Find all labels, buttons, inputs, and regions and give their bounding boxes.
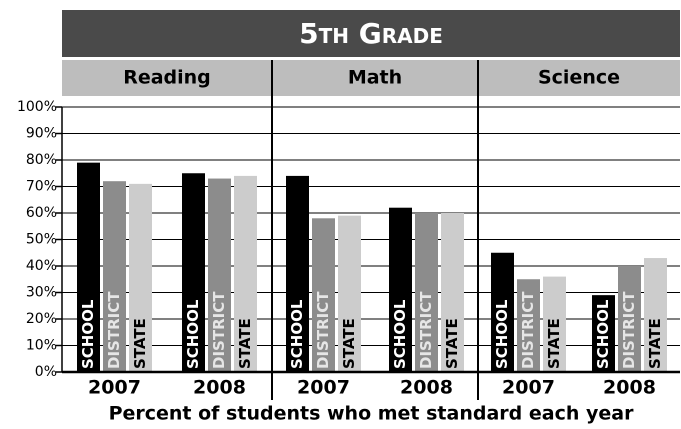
bar [415,213,438,372]
y-tick-label: 20% [26,311,57,327]
bar-label: DISTRICT [314,291,332,369]
bar-label: DISTRICT [620,291,638,369]
y-tick-label: 0% [35,364,57,380]
x-tick-label: 2007 [297,377,350,399]
bar [208,178,231,372]
bar-label: SCHOOL [391,299,409,369]
bar-label: SCHOOL [79,299,97,369]
bar-label: SCHOOL [493,299,511,369]
bar [129,183,152,372]
bar [234,175,257,372]
bar-label: STATE [340,318,358,369]
bar-label: DISTRICT [105,291,123,369]
panel-title: Reading [123,67,211,89]
bar-label: DISTRICT [210,291,228,369]
subheader-band [62,60,680,96]
y-tick-label: 50% [26,232,57,248]
y-tick-label: 10% [26,338,57,354]
bar-label: STATE [236,318,254,369]
bar-label: STATE [545,318,563,369]
y-tick-label: 40% [26,258,57,274]
bar [491,252,514,372]
x-tick-label: 2007 [88,377,141,399]
y-tick-label: 60% [26,205,57,221]
bar [389,207,412,372]
x-tick-label: 2008 [603,377,656,399]
chart-title: 5th Grade [299,17,443,50]
panel-title: Math [348,67,402,89]
bar [338,215,361,372]
bar [103,181,126,372]
bar [543,276,566,372]
bar [517,279,540,372]
y-tick-label: 100% [17,99,57,115]
bar-label: DISTRICT [519,291,537,369]
panel-title: Science [538,67,620,89]
bar-label: DISTRICT [417,291,435,369]
bar [618,266,641,372]
title-band [62,10,680,57]
y-tick-label: 80% [26,152,57,168]
bar-label: SCHOOL [184,299,202,369]
y-tick-label: 90% [26,126,57,142]
x-tick-label: 2007 [502,377,555,399]
bar [312,218,335,372]
y-tick-label: 70% [26,179,57,195]
bar-label: SCHOOL [594,299,612,369]
bar [182,173,205,372]
bar [592,295,615,372]
bar [441,213,464,372]
bar-label: STATE [443,318,461,369]
bar [644,258,667,372]
x-tick-label: 2008 [193,377,246,399]
y-tick-label: 30% [26,285,57,301]
bar-label: STATE [646,318,664,369]
bar-label: SCHOOL [288,299,306,369]
bar [286,175,309,372]
x-axis-label: Percent of students who met standard eac… [109,403,635,425]
x-tick-label: 2008 [400,377,453,399]
bar-label: STATE [131,318,149,369]
bar [77,162,100,372]
